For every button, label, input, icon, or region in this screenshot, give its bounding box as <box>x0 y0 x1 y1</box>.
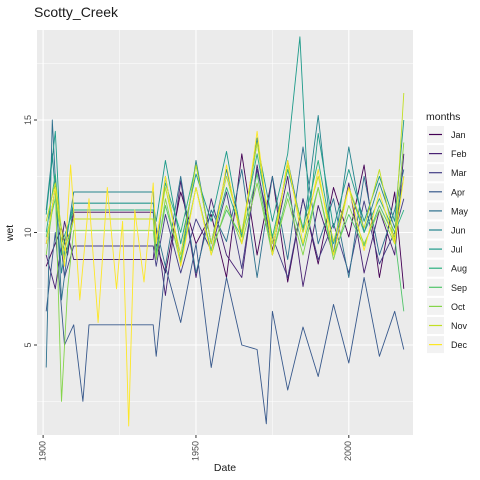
x-tick-label: 1900 <box>37 441 47 461</box>
legend-title: months <box>426 111 460 123</box>
legend-label: Apr <box>451 187 465 197</box>
legend-label: Dec <box>451 340 468 350</box>
legend-label: Jul <box>451 245 463 255</box>
x-axis-ticks: 1900 1950 2000 <box>37 435 353 461</box>
legend-label: Jun <box>451 226 466 236</box>
series-layer <box>45 36 405 427</box>
legend-label: Feb <box>451 149 467 159</box>
legend-label: Aug <box>451 264 467 274</box>
legend-label: Nov <box>451 321 468 331</box>
series-line-jul <box>45 36 405 256</box>
x-axis-title: Date <box>214 462 236 474</box>
series-line-apr <box>45 232 405 425</box>
chart-title: Scotty_Creek <box>34 4 119 20</box>
y-tick-label: 10 <box>23 227 33 237</box>
series-line-dec <box>45 130 405 427</box>
y-tick-label: 15 <box>23 115 33 125</box>
legend-label: Sep <box>451 283 467 293</box>
x-tick-label: 1950 <box>190 441 200 461</box>
series-line-jan <box>45 153 405 289</box>
series-line-nov <box>45 92 405 256</box>
legend-label: Mar <box>451 168 467 178</box>
x-tick-label: 2000 <box>343 441 353 461</box>
y-tick-label: 5 <box>23 342 33 347</box>
y-axis-ticks: 5 10 15 <box>23 115 37 348</box>
legend-label: Oct <box>451 302 466 312</box>
grid-major <box>37 30 413 435</box>
y-axis-title: wet <box>4 225 16 242</box>
legend: Jan Feb Mar Apr May Jun Jul Aug Sep Oct Nov Dec <box>427 126 469 354</box>
legend-label: Jan <box>451 130 466 140</box>
legend-label: May <box>451 206 469 216</box>
